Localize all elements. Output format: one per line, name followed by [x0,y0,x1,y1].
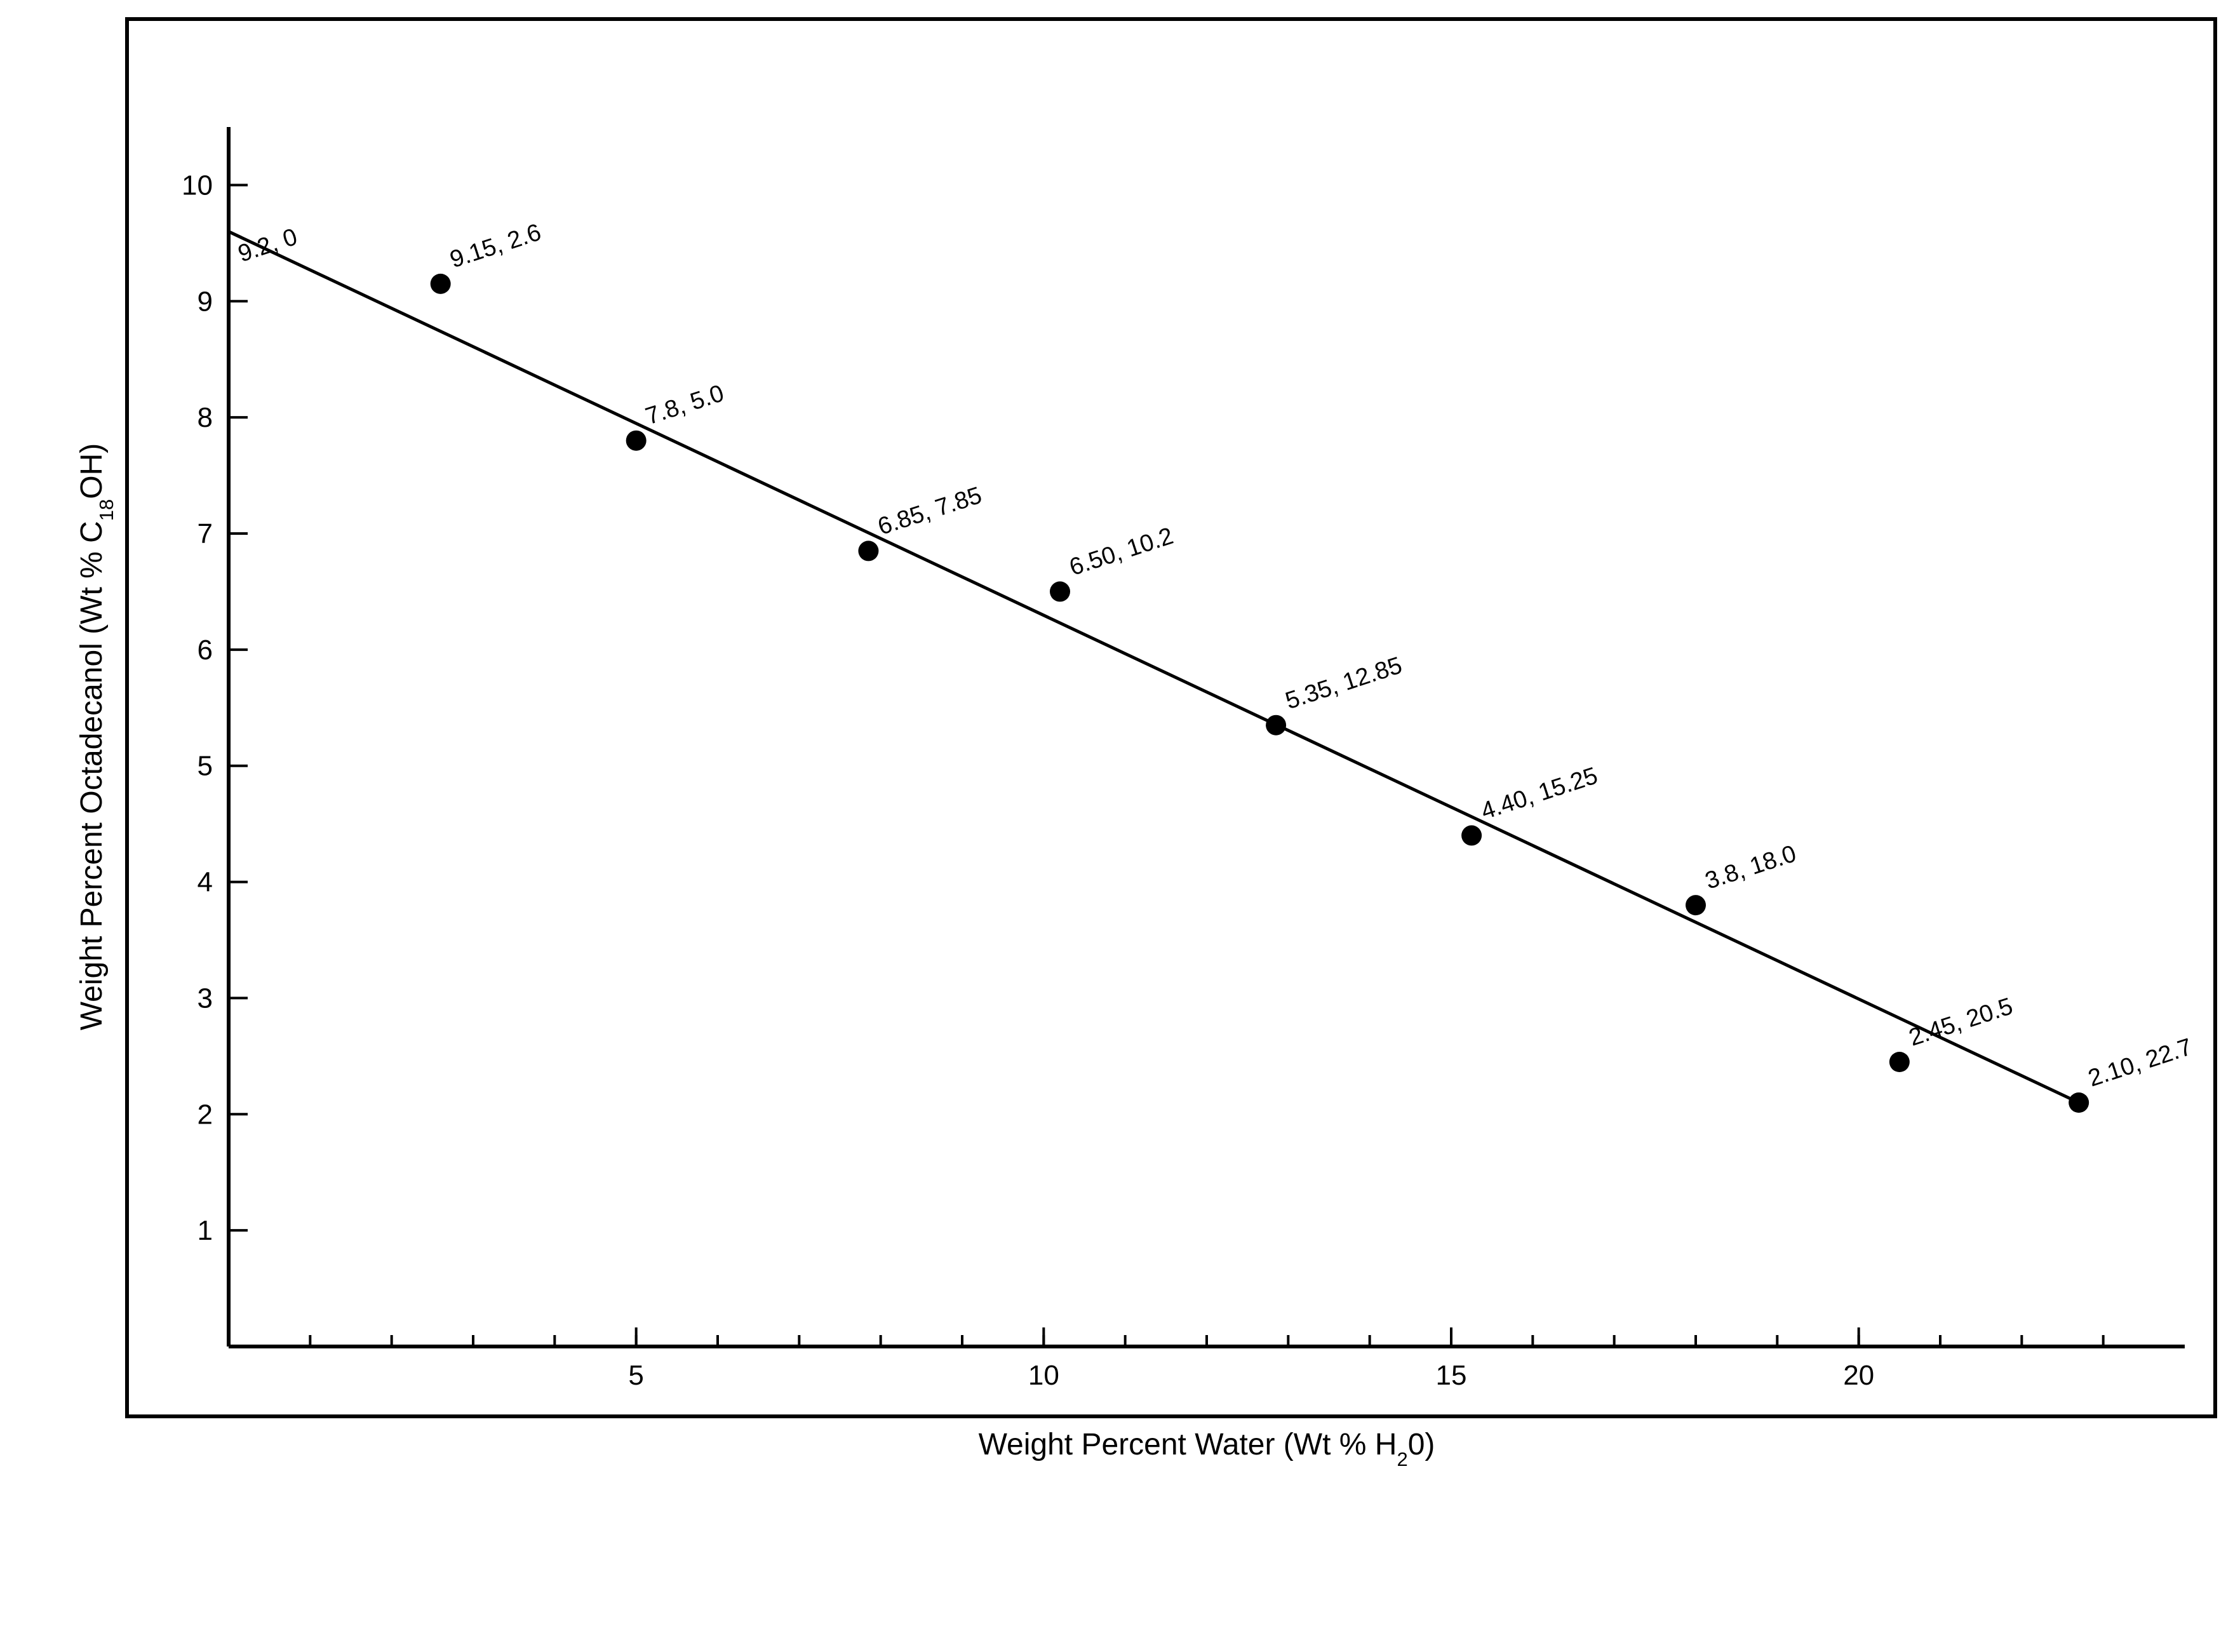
x-tick-label: 5 [628,1360,643,1391]
y-tick-label: 7 [198,518,213,549]
y-tick-label: 4 [198,867,213,898]
chart: 5101520123456789109.2, 09.15, 2.67.8, 5.… [0,0,2240,1652]
data-point [858,541,878,561]
data-point [626,431,647,451]
data-point [1266,715,1286,735]
page: 5101520123456789109.2, 09.15, 2.67.8, 5.… [0,0,2240,1652]
data-point [2069,1092,2089,1113]
y-tick-label: 9 [198,286,213,317]
y-tick-label: 10 [182,170,213,201]
y-tick-label: 6 [198,635,213,666]
data-point [1686,895,1706,915]
data-point [1050,581,1070,601]
x-tick-label: 20 [1843,1360,1874,1391]
x-tick-label: 10 [1028,1360,1059,1391]
y-tick-label: 5 [198,751,213,782]
y-tick-label: 3 [198,983,213,1014]
data-point [1889,1052,1910,1072]
y-tick-label: 1 [198,1215,213,1246]
x-tick-label: 15 [1436,1360,1467,1391]
y-tick-label: 8 [198,402,213,433]
y-tick-label: 2 [198,1099,213,1130]
data-point [1461,825,1482,845]
data-point [431,274,451,294]
